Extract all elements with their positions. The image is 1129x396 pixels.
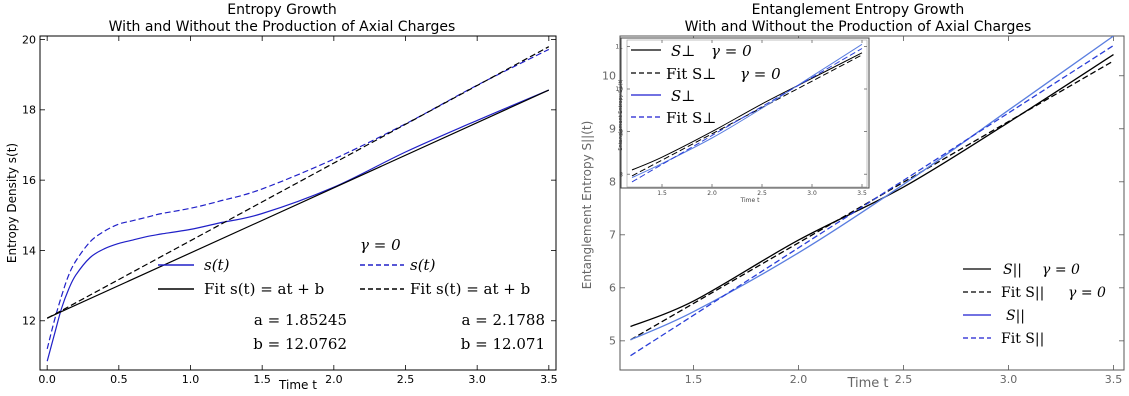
x-tick-label: 1.5: [685, 373, 703, 386]
y-axis-ticks: 12 14 16 18 20: [22, 33, 556, 328]
y-axis-label: Entanglement Entropy S||(t): [580, 121, 594, 290]
series-line-4: [630, 44, 1114, 357]
legend-label-fit-gamma0: Fit s(t) = at + b: [410, 280, 530, 298]
x-tick-label: 0.5: [110, 373, 128, 386]
series-lines: [46, 46, 550, 362]
x-tick-label: 2.5: [895, 373, 913, 386]
x-tick-label: 2.0: [790, 373, 808, 386]
y-tick-label: 5: [609, 335, 616, 348]
x-axis-label: Time t: [278, 378, 317, 392]
series-line-1: [631, 52, 863, 171]
x-tick-label: 3.5: [540, 373, 558, 386]
legend-a-value-gamma0: a = 2.1788: [461, 311, 545, 329]
series-lines: [630, 36, 1114, 357]
x-tick-label: 3.5: [857, 190, 867, 197]
legend-label-1: S||: [1003, 262, 1022, 278]
y-tick-label: 9: [609, 123, 616, 136]
x-tick-label: 1.0: [182, 373, 200, 386]
x-tick-label: 2.5: [397, 373, 415, 386]
legend-label-3: S||: [1006, 308, 1025, 324]
chart-title: Entanglement Entropy Growth: [752, 2, 965, 18]
legend-label-4: Fit S||: [1001, 331, 1044, 347]
y-tick-label: 9: [619, 129, 623, 136]
y-tick-label: 10: [615, 86, 623, 93]
chart-subtitle: With and Without the Production of Axial…: [109, 19, 456, 35]
legend-label-s: s(t): [204, 256, 230, 274]
x-axis-label: Time t: [846, 376, 888, 391]
x-tick-label: 0.0: [38, 373, 56, 386]
plot-frame: [39, 35, 557, 371]
y-tick-label: 7: [609, 229, 616, 242]
inset-legend: S⊥ γ = 0 Fit S⊥ γ = 0 S⊥ Fit S⊥: [631, 42, 781, 127]
plot-frame: [619, 35, 1125, 371]
x-tick-label: 3.0: [807, 190, 817, 197]
legend-a-value: a = 1.85245: [254, 311, 347, 329]
inset-series-lines: [631, 43, 863, 183]
x-tick-label: 1.5: [657, 190, 667, 197]
inset-legend-label-4: Fit S⊥: [666, 109, 716, 127]
x-tick-label: 1.5: [253, 373, 271, 386]
y-tick-label: 14: [22, 244, 36, 257]
legend-extra-2: γ = 0: [1068, 285, 1106, 301]
y-tick-label: 8: [609, 176, 616, 189]
series-line-2: [631, 54, 863, 177]
inset-y-axis-ticks: 8 9 10 11: [615, 43, 867, 178]
entropy-growth-chart: Entropy Growth With and Without the Prod…: [5, 2, 558, 392]
x-tick-label: 2.0: [325, 373, 343, 386]
legend: s(t) Fit s(t) = at + b a = 1.85245 b = 1…: [158, 236, 545, 353]
inset-legend-label-3: S⊥: [671, 87, 695, 105]
inset-legend-extra-2: γ = 0: [740, 65, 781, 83]
legend-label-s-gamma0: s(t): [410, 256, 436, 274]
legend-b-value-gamma0: b = 12.071: [461, 335, 545, 353]
legend-label-fit: Fit s(t) = at + b: [204, 280, 324, 298]
series-line-2: [46, 48, 550, 350]
inset-x-axis-ticks: 1.5 2.0 2.5 3.0 3.5: [657, 40, 867, 197]
series-line-4: [46, 46, 550, 319]
inset-legend-label-1: S⊥: [671, 42, 695, 60]
series-line-2: [630, 60, 1114, 341]
inset-plot-frame: [626, 39, 868, 188]
x-tick-label: 3.5: [1105, 373, 1123, 386]
legend-label-2: Fit S||: [1001, 285, 1044, 301]
x-tick-label: 3.0: [468, 373, 486, 386]
entanglement-entropy-chart: Entanglement Entropy Growth With and Wit…: [580, 2, 1125, 391]
chart-title: Entropy Growth: [227, 2, 337, 18]
y-tick-label: 11: [615, 43, 623, 50]
series-line-1: [630, 54, 1114, 328]
inset-legend-label-2: Fit S⊥: [666, 65, 716, 83]
series-line-3: [46, 89, 550, 319]
legend-b-value: b = 12.0762: [253, 335, 347, 353]
series-line-1: [46, 89, 550, 362]
legend-extra-1: γ = 0: [1042, 262, 1080, 278]
series-line-3: [630, 36, 1114, 341]
y-tick-label: 12: [22, 315, 36, 328]
inset-x-axis-label: Time t: [740, 197, 761, 204]
y-tick-label: 10: [602, 70, 616, 83]
y-axis-label: Entropy Density s(t): [5, 143, 19, 263]
y-axis-ticks: 5 6 7 8 9 10: [602, 70, 1124, 348]
inset-legend-extra-1: γ = 0: [711, 42, 752, 60]
legend-gamma-header: γ = 0: [360, 236, 401, 254]
series-line-3: [631, 43, 863, 179]
y-tick-label: 20: [22, 33, 36, 46]
x-tick-label: 2.0: [707, 190, 717, 197]
legend: S|| γ = 0 Fit S|| γ = 0 S|| Fit S||: [963, 262, 1106, 347]
y-tick-label: 6: [609, 282, 616, 295]
x-tick-label: 2.5: [757, 190, 767, 197]
inset-chart: 1.5 2.0 2.5 3.0 3.5 8 9 10 11 Time t Entangleme…: [615, 37, 870, 204]
x-axis-ticks: 1.5 2.0 2.5 3.0 3.5: [685, 36, 1123, 386]
y-tick-label: 16: [22, 174, 36, 187]
inset-y-axis-label: Entanglement Entropy S⊥(t): [618, 79, 624, 150]
y-tick-label: 8: [619, 171, 623, 178]
series-line-4: [631, 48, 863, 183]
x-axis-ticks: 0.0 0.5 1.0 1.5 2.0 2.5 3.0 3.5: [38, 36, 558, 386]
y-tick-label: 18: [22, 104, 36, 117]
chart-subtitle: With and Without the Production of Axial…: [685, 19, 1032, 35]
x-tick-label: 3.0: [1000, 373, 1018, 386]
